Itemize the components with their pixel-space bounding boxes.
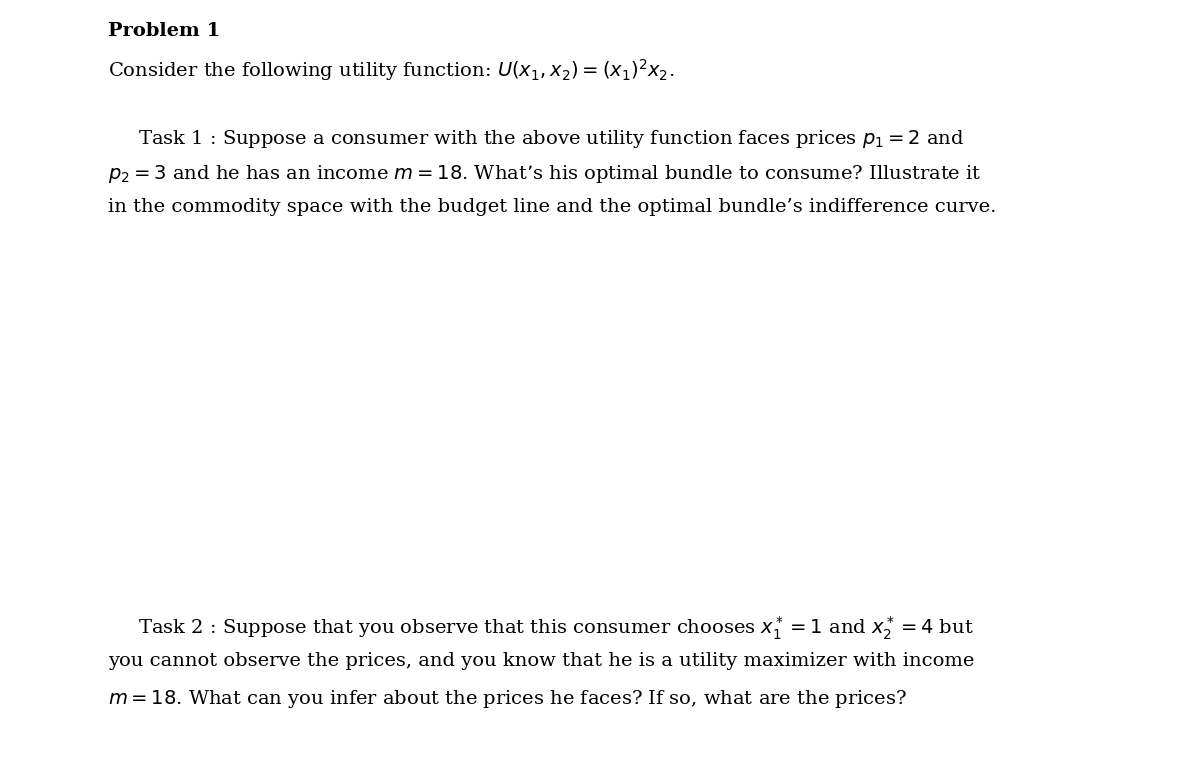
Text: $p_2 = 3$ and he has an income $m = 18$. What’s his optimal bundle to consume? I: $p_2 = 3$ and he has an income $m = 18$.… bbox=[108, 163, 982, 185]
Text: $m = 18$. What can you infer about the prices he faces? If so, what are the pric: $m = 18$. What can you infer about the p… bbox=[108, 688, 907, 710]
Text: Task 1 : Suppose a consumer with the above utility function faces prices $p_1 = : Task 1 : Suppose a consumer with the abo… bbox=[138, 128, 965, 150]
Text: in the commodity space with the budget line and the optimal bundle’s indifferenc: in the commodity space with the budget l… bbox=[108, 198, 996, 216]
Text: Problem 1: Problem 1 bbox=[108, 22, 221, 40]
Text: you cannot observe the prices, and you know that he is a utility maximizer with : you cannot observe the prices, and you k… bbox=[108, 652, 974, 670]
Text: Task 2 : Suppose that you observe that this consumer chooses $x_1^* = 1$ and $x_: Task 2 : Suppose that you observe that t… bbox=[138, 615, 973, 642]
Text: Consider the following utility function: $U(x_1, x_2) = (x_1)^2 x_2$.: Consider the following utility function:… bbox=[108, 57, 674, 83]
